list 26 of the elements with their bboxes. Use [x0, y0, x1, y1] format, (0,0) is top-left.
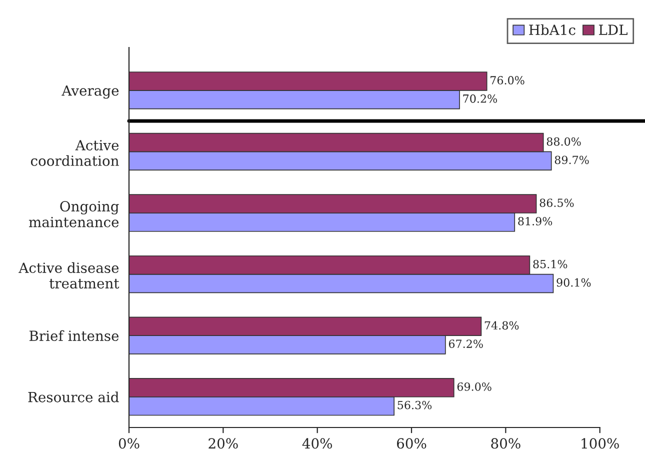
data-label: 86.5%	[540, 198, 574, 208]
data-label: 88.0%	[546, 137, 581, 146]
x-tick-label: 60%	[397, 438, 426, 449]
data-label: 90.1%	[556, 278, 591, 287]
data-label: 69.0%	[457, 382, 492, 391]
x-tick-label: 40%	[302, 438, 332, 449]
data-label: 70.2%	[463, 94, 497, 103]
data-label: 74.8%	[484, 321, 519, 330]
x-tick-label: 20%	[208, 438, 238, 449]
data-label: 81.9%	[518, 216, 552, 226]
x-tick-label: 100%	[582, 438, 619, 449]
data-label: 85.1%	[533, 260, 568, 268]
y-tick-label: Active coordination	[30, 140, 119, 166]
y-tick-label: Active disease treatment	[18, 262, 120, 289]
x-tick-label: 0%	[118, 438, 140, 449]
y-tick-label: Brief intense	[30, 330, 119, 342]
y-tick-label: Average	[62, 85, 119, 99]
data-label: 67.2%	[448, 340, 483, 348]
data-label: 89.7%	[554, 156, 589, 164]
data-label: 56.3%	[398, 400, 432, 410]
x-tick-label: 80%	[491, 438, 520, 449]
legend-label: LDL	[598, 24, 628, 35]
data-label: 76.0%	[490, 76, 524, 84]
y-tick-label: Resource aid	[28, 392, 119, 402]
y-tick-label: Ongoing maintenance	[28, 201, 119, 228]
legend-label: HbA1c	[529, 24, 576, 36]
